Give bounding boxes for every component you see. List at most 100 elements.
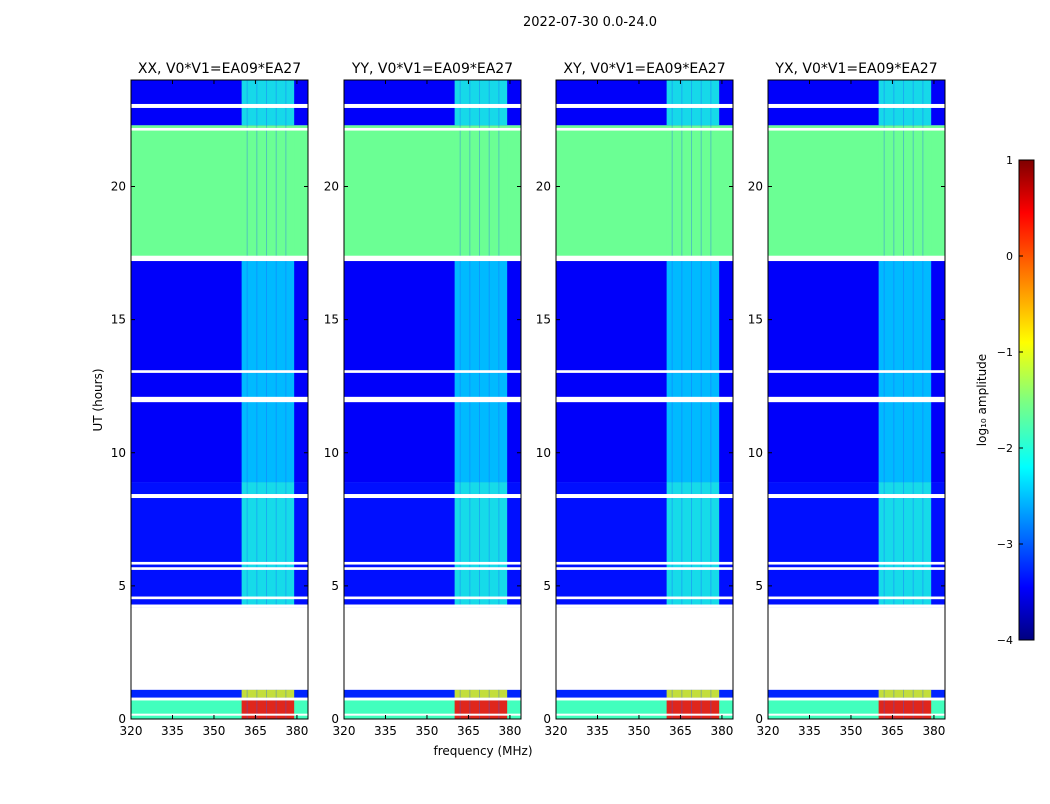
flagged-row bbox=[344, 255, 521, 262]
flagged-row bbox=[131, 494, 308, 499]
y-tick-label: 15 bbox=[324, 313, 339, 327]
flagged-row bbox=[131, 604, 308, 608]
flagged-row bbox=[131, 255, 308, 262]
flagged-row bbox=[768, 697, 945, 701]
y-tick-label: 0 bbox=[543, 712, 551, 726]
heatmap-segment bbox=[131, 689, 308, 698]
flagged-row bbox=[131, 697, 308, 701]
flagged-row bbox=[768, 713, 945, 716]
y-tick-label: 15 bbox=[748, 313, 763, 327]
flagged-row bbox=[344, 567, 521, 570]
panel: XY, V0*V1=EA09*EA27 320 335 350 365 380 0 5 10 15… bbox=[536, 61, 734, 738]
flagged-row bbox=[556, 494, 733, 499]
flagged-row bbox=[768, 567, 945, 570]
flagged-row bbox=[344, 604, 521, 608]
colorbar-gradient bbox=[1018, 159, 1035, 641]
x-tick-label: 380 bbox=[710, 724, 733, 738]
flagged-row bbox=[556, 561, 733, 565]
y-tick-label: 15 bbox=[111, 313, 126, 327]
y-tick-label: 5 bbox=[755, 579, 763, 593]
colorbar-tick-label: −3 bbox=[997, 538, 1013, 551]
rfi-band bbox=[241, 482, 295, 608]
x-tick-label: 380 bbox=[922, 724, 945, 738]
y-tick-label: 20 bbox=[324, 180, 339, 194]
colorbar-ticks: 1 0 −1 −2 −3 −4 bbox=[997, 154, 1023, 647]
rfi-band bbox=[666, 125, 720, 259]
flagged-row bbox=[344, 103, 521, 108]
colorbar-tick-label: −1 bbox=[997, 346, 1013, 359]
x-tick-label: 380 bbox=[285, 724, 308, 738]
flagged-row bbox=[344, 713, 521, 716]
flagged-row bbox=[344, 561, 521, 565]
colorbar: 1 0 −1 −2 −3 −4 log₁₀ amplitude bbox=[975, 154, 1035, 647]
x-tick-label: 365 bbox=[669, 724, 692, 738]
rfi-band bbox=[454, 689, 508, 698]
no-data-gap bbox=[768, 607, 945, 690]
y-tick-label: 15 bbox=[536, 313, 551, 327]
y-tick-label: 5 bbox=[331, 579, 339, 593]
rfi-band bbox=[666, 80, 720, 126]
heatmap-segment bbox=[556, 689, 733, 698]
x-tick-label: 335 bbox=[586, 724, 609, 738]
y-tick-label: 10 bbox=[536, 446, 551, 460]
panel-title: XY, V0*V1=EA09*EA27 bbox=[563, 61, 725, 77]
panel-frame bbox=[555, 79, 734, 720]
flagged-row bbox=[556, 567, 733, 570]
x-tick-label: 365 bbox=[244, 724, 267, 738]
spectrogram-panels: XX, V0*V1=EA09*EA27 320 335 350 365 380 0 5 10 15… bbox=[111, 61, 946, 738]
panel-title: XX, V0*V1=EA09*EA27 bbox=[138, 61, 301, 77]
y-tick-label: 10 bbox=[111, 446, 126, 460]
x-tick-label: 320 bbox=[757, 724, 780, 738]
colorbar-tick-label: −2 bbox=[997, 442, 1013, 455]
rfi-band bbox=[241, 689, 295, 698]
rfi-band bbox=[878, 689, 932, 698]
flagged-row bbox=[131, 561, 308, 565]
rfi-band bbox=[666, 482, 720, 608]
flagged-row bbox=[768, 494, 945, 499]
y-axis-label: UT (hours) bbox=[91, 368, 105, 431]
rfi-band bbox=[878, 125, 932, 259]
x-tick-label: 350 bbox=[203, 724, 226, 738]
colorbar-tick-label: −4 bbox=[997, 634, 1013, 647]
flagged-row bbox=[131, 596, 308, 600]
flagged-row bbox=[131, 396, 308, 403]
no-data-gap bbox=[344, 607, 521, 690]
x-tick-label: 335 bbox=[798, 724, 821, 738]
colorbar-tick-label: 0 bbox=[1006, 250, 1013, 263]
rfi-band bbox=[666, 689, 720, 698]
flagged-row bbox=[556, 713, 733, 716]
flagged-row bbox=[768, 596, 945, 600]
y-tick-label: 0 bbox=[118, 712, 126, 726]
x-tick-label: 335 bbox=[374, 724, 397, 738]
y-tick-label: 5 bbox=[543, 579, 551, 593]
panel-frame bbox=[767, 79, 946, 720]
rfi-band bbox=[454, 482, 508, 608]
flagged-row bbox=[768, 370, 945, 373]
x-tick-label: 380 bbox=[498, 724, 521, 738]
x-tick-label: 350 bbox=[840, 724, 863, 738]
flagged-row bbox=[131, 713, 308, 716]
y-tick-label: 10 bbox=[748, 446, 763, 460]
x-tick-label: 350 bbox=[416, 724, 439, 738]
flagged-row bbox=[131, 103, 308, 108]
flagged-row bbox=[768, 561, 945, 565]
panel: YY, V0*V1=EA09*EA27 320 335 350 365 380 0 5 10 15… bbox=[324, 61, 522, 738]
flagged-row bbox=[131, 567, 308, 570]
y-tick-label: 0 bbox=[331, 712, 339, 726]
panel: YX, V0*V1=EA09*EA27 320 335 350 365 380 0 5 10 15… bbox=[748, 61, 946, 738]
panel: XX, V0*V1=EA09*EA27 320 335 350 365 380 0 5 10 15… bbox=[111, 61, 309, 738]
rfi-band bbox=[454, 80, 508, 126]
y-tick-label: 20 bbox=[536, 180, 551, 194]
rfi-band bbox=[454, 125, 508, 259]
flagged-row bbox=[556, 396, 733, 403]
flagged-row bbox=[556, 604, 733, 608]
panel-frame bbox=[343, 79, 522, 720]
flagged-row bbox=[556, 255, 733, 262]
y-tick-label: 10 bbox=[324, 446, 339, 460]
flagged-row bbox=[556, 697, 733, 701]
flagged-row bbox=[344, 494, 521, 499]
flagged-row bbox=[556, 103, 733, 108]
flagged-row bbox=[768, 103, 945, 108]
heatmap-segment bbox=[344, 689, 521, 698]
flagged-row bbox=[556, 370, 733, 373]
